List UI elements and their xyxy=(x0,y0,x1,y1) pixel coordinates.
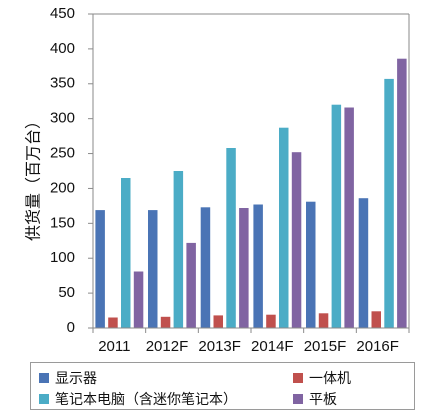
y-tick-label-200: 200 xyxy=(50,179,75,196)
legend-swatch-all-in-one xyxy=(293,373,303,383)
bar-notebook-2013f xyxy=(226,148,236,328)
bar-all-in-one-2012f xyxy=(160,316,171,328)
bar-notebook-2014f xyxy=(279,127,289,328)
bar-notebook-2011 xyxy=(121,178,131,328)
legend-label-tablet: 平板 xyxy=(309,392,337,408)
bar-tablet-2012f xyxy=(186,242,196,328)
bar-monitor-2013f xyxy=(200,207,211,328)
bar-notebook-2012f xyxy=(173,171,184,328)
y-tick-label-250: 250 xyxy=(50,145,75,162)
legend-item-monitor: 显示器 xyxy=(39,368,97,388)
legend-item-all-in-one: 一体机 xyxy=(293,368,351,388)
legend-swatch-tablet xyxy=(293,394,303,404)
bar-monitor-2015f xyxy=(306,201,316,328)
legend-label-monitor: 显示器 xyxy=(55,371,97,387)
x-tick-label-2015f: 2015F xyxy=(304,338,347,355)
x-tick-label-2014f: 2014F xyxy=(251,338,294,355)
bar-all-in-one-2013f xyxy=(213,315,223,328)
legend-item-tablet: 平板 xyxy=(293,389,337,409)
bar-tablet-2015f xyxy=(344,107,354,328)
y-tick-label-50: 50 xyxy=(58,284,75,301)
y-tick-label-350: 350 xyxy=(50,75,75,92)
bar-notebook-2016f xyxy=(384,78,394,329)
bar-tablet-2011 xyxy=(133,271,144,328)
bar-tablet-2016f xyxy=(397,58,407,328)
bar-all-in-one-2016f xyxy=(371,311,381,328)
x-tick-label-2016f: 2016F xyxy=(356,338,399,355)
y-axis-label: 供货量（百万台） xyxy=(24,113,43,241)
legend-label-notebook: 笔记本电脑（含迷你笔记本） xyxy=(55,392,237,408)
y-tick-label-300: 300 xyxy=(50,110,75,127)
bar-monitor-2012f xyxy=(148,210,158,328)
bar-monitor-2011 xyxy=(95,210,105,328)
y-tick-label-150: 150 xyxy=(50,214,75,231)
legend: 显示器 一体机 笔记本电脑（含迷你笔记本） 平板 xyxy=(30,362,415,410)
y-tick-label-450: 450 xyxy=(50,5,75,22)
bar-tablet-2013f xyxy=(239,208,249,328)
bar-tablet-2014f xyxy=(291,152,302,328)
bar-all-in-one-2011 xyxy=(108,317,118,328)
x-tick-label-2011: 2011 xyxy=(98,338,130,355)
legend-swatch-notebook xyxy=(39,394,49,404)
x-tick-label-2012f: 2012F xyxy=(146,338,189,355)
bar-monitor-2016f xyxy=(358,198,369,328)
y-tick-label-400: 400 xyxy=(50,40,75,57)
bar-all-in-one-2015f xyxy=(318,313,329,328)
bar-notebook-2015f xyxy=(331,104,342,328)
y-tick-label-100: 100 xyxy=(50,249,75,266)
legend-swatch-monitor xyxy=(39,373,49,383)
y-tick-label-0: 0 xyxy=(67,319,75,336)
x-tick-label-2013f: 2013F xyxy=(198,338,241,355)
bar-monitor-2014f xyxy=(253,204,263,328)
legend-label-all-in-one: 一体机 xyxy=(309,371,351,387)
bar-all-in-one-2014f xyxy=(266,314,276,328)
legend-item-notebook: 笔记本电脑（含迷你笔记本） xyxy=(39,389,237,409)
